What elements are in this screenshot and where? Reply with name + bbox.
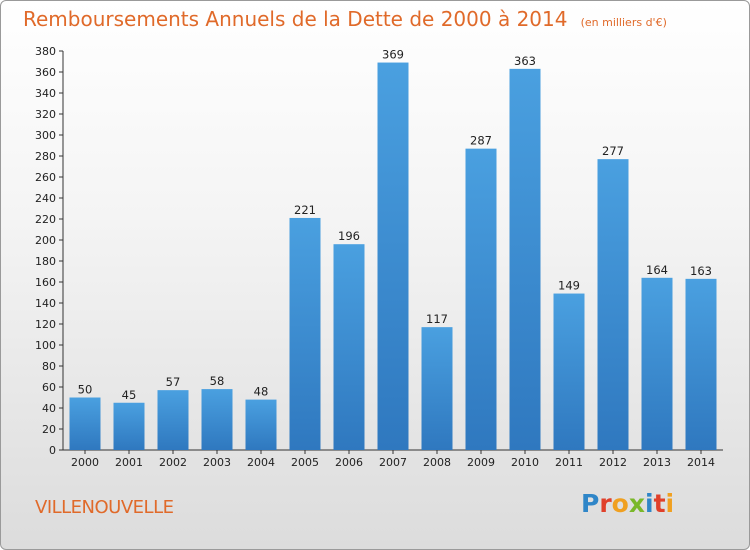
data-label: 164 [646,263,668,277]
bar [377,62,409,451]
bar [289,217,321,450]
data-label: 277 [602,144,624,158]
y-tick-label: 20 [42,423,56,436]
y-tick-label: 260 [35,171,56,184]
bar [113,402,145,450]
x-tick-label: 2005 [291,456,319,469]
y-tick-label: 120 [35,318,56,331]
y-tick-label: 340 [35,87,56,100]
bars [69,62,717,451]
data-label: 221 [294,203,316,217]
y-tick-label: 100 [35,339,56,352]
y-tick-label: 380 [35,45,56,58]
x-tick-label: 2012 [599,456,627,469]
logo-letter: P [581,489,600,518]
x-tick-label: 2010 [511,456,539,469]
bar [157,390,189,450]
chart-title: Remboursements Annuels de la Dette de 20… [23,7,667,31]
logo-letter: i [645,489,654,518]
x-tick-label: 2001 [115,456,143,469]
bar [201,389,233,450]
bar [333,244,365,450]
proxiti-logo: Proxiti [581,489,674,518]
x-tick-label: 2003 [203,456,231,469]
y-tick-label: 200 [35,234,56,247]
x-tick-label: 2000 [71,456,99,469]
bar [685,278,717,450]
y-tick-label: 80 [42,360,56,373]
logo-letter: t [653,489,666,518]
logo-letter: x [628,489,645,518]
bar [421,327,453,450]
x-tick-label: 2011 [555,456,583,469]
x-tick-label: 2002 [159,456,187,469]
x-tick-label: 2013 [643,456,671,469]
data-label: 58 [210,374,225,388]
title-text: Remboursements Annuels de la Dette de 20… [23,7,568,31]
logo-letter: r [599,489,612,518]
y-tick-label: 240 [35,192,56,205]
x-tick-label: 2006 [335,456,363,469]
title-unit: (en milliers d'€) [580,16,667,29]
data-label: 149 [558,279,580,293]
axes: 0 20 40 60 80 100 120 140 160 180 200 220 240 260 280 3… [35,45,723,469]
data-labels: 50 45 57 58 48 221 196 369 117 287 363 149 277 164 163 [78,48,712,402]
y-tick-label: 0 [49,444,56,457]
logo-letter: i [665,489,675,518]
y-tick-label: 320 [35,108,56,121]
data-label: 45 [122,388,137,402]
data-label: 287 [470,134,492,148]
x-tick-label: 2007 [379,456,407,469]
y-tick-label: 160 [35,276,56,289]
bar [245,399,277,450]
x-tick-label: 2004 [247,456,275,469]
x-tick-label: 2008 [423,456,451,469]
logo-letter: o [611,489,629,518]
bar [553,293,585,450]
bar [641,277,673,450]
data-label: 50 [78,383,93,397]
data-label: 48 [254,385,269,399]
town-name: VILLENOUVELLE [35,497,174,518]
bar [465,148,497,450]
data-label: 57 [166,375,181,389]
y-tick-label: 140 [35,297,56,310]
x-tick-label: 2009 [467,456,495,469]
data-label: 163 [690,264,712,278]
data-label: 369 [382,48,404,62]
y-tick-label: 220 [35,213,56,226]
data-label: 363 [514,54,536,68]
bar [597,159,629,450]
bar [69,397,101,450]
x-tick-label: 2014 [687,456,715,469]
y-tick-label: 180 [35,255,56,268]
y-tick-label: 280 [35,150,56,163]
y-tick-label: 360 [35,66,56,79]
y-tick-label: 60 [42,381,56,394]
y-tick-label: 40 [42,402,56,415]
data-label: 196 [338,229,360,243]
bar [509,68,541,450]
data-label: 117 [426,312,448,326]
y-tick-label: 300 [35,129,56,142]
